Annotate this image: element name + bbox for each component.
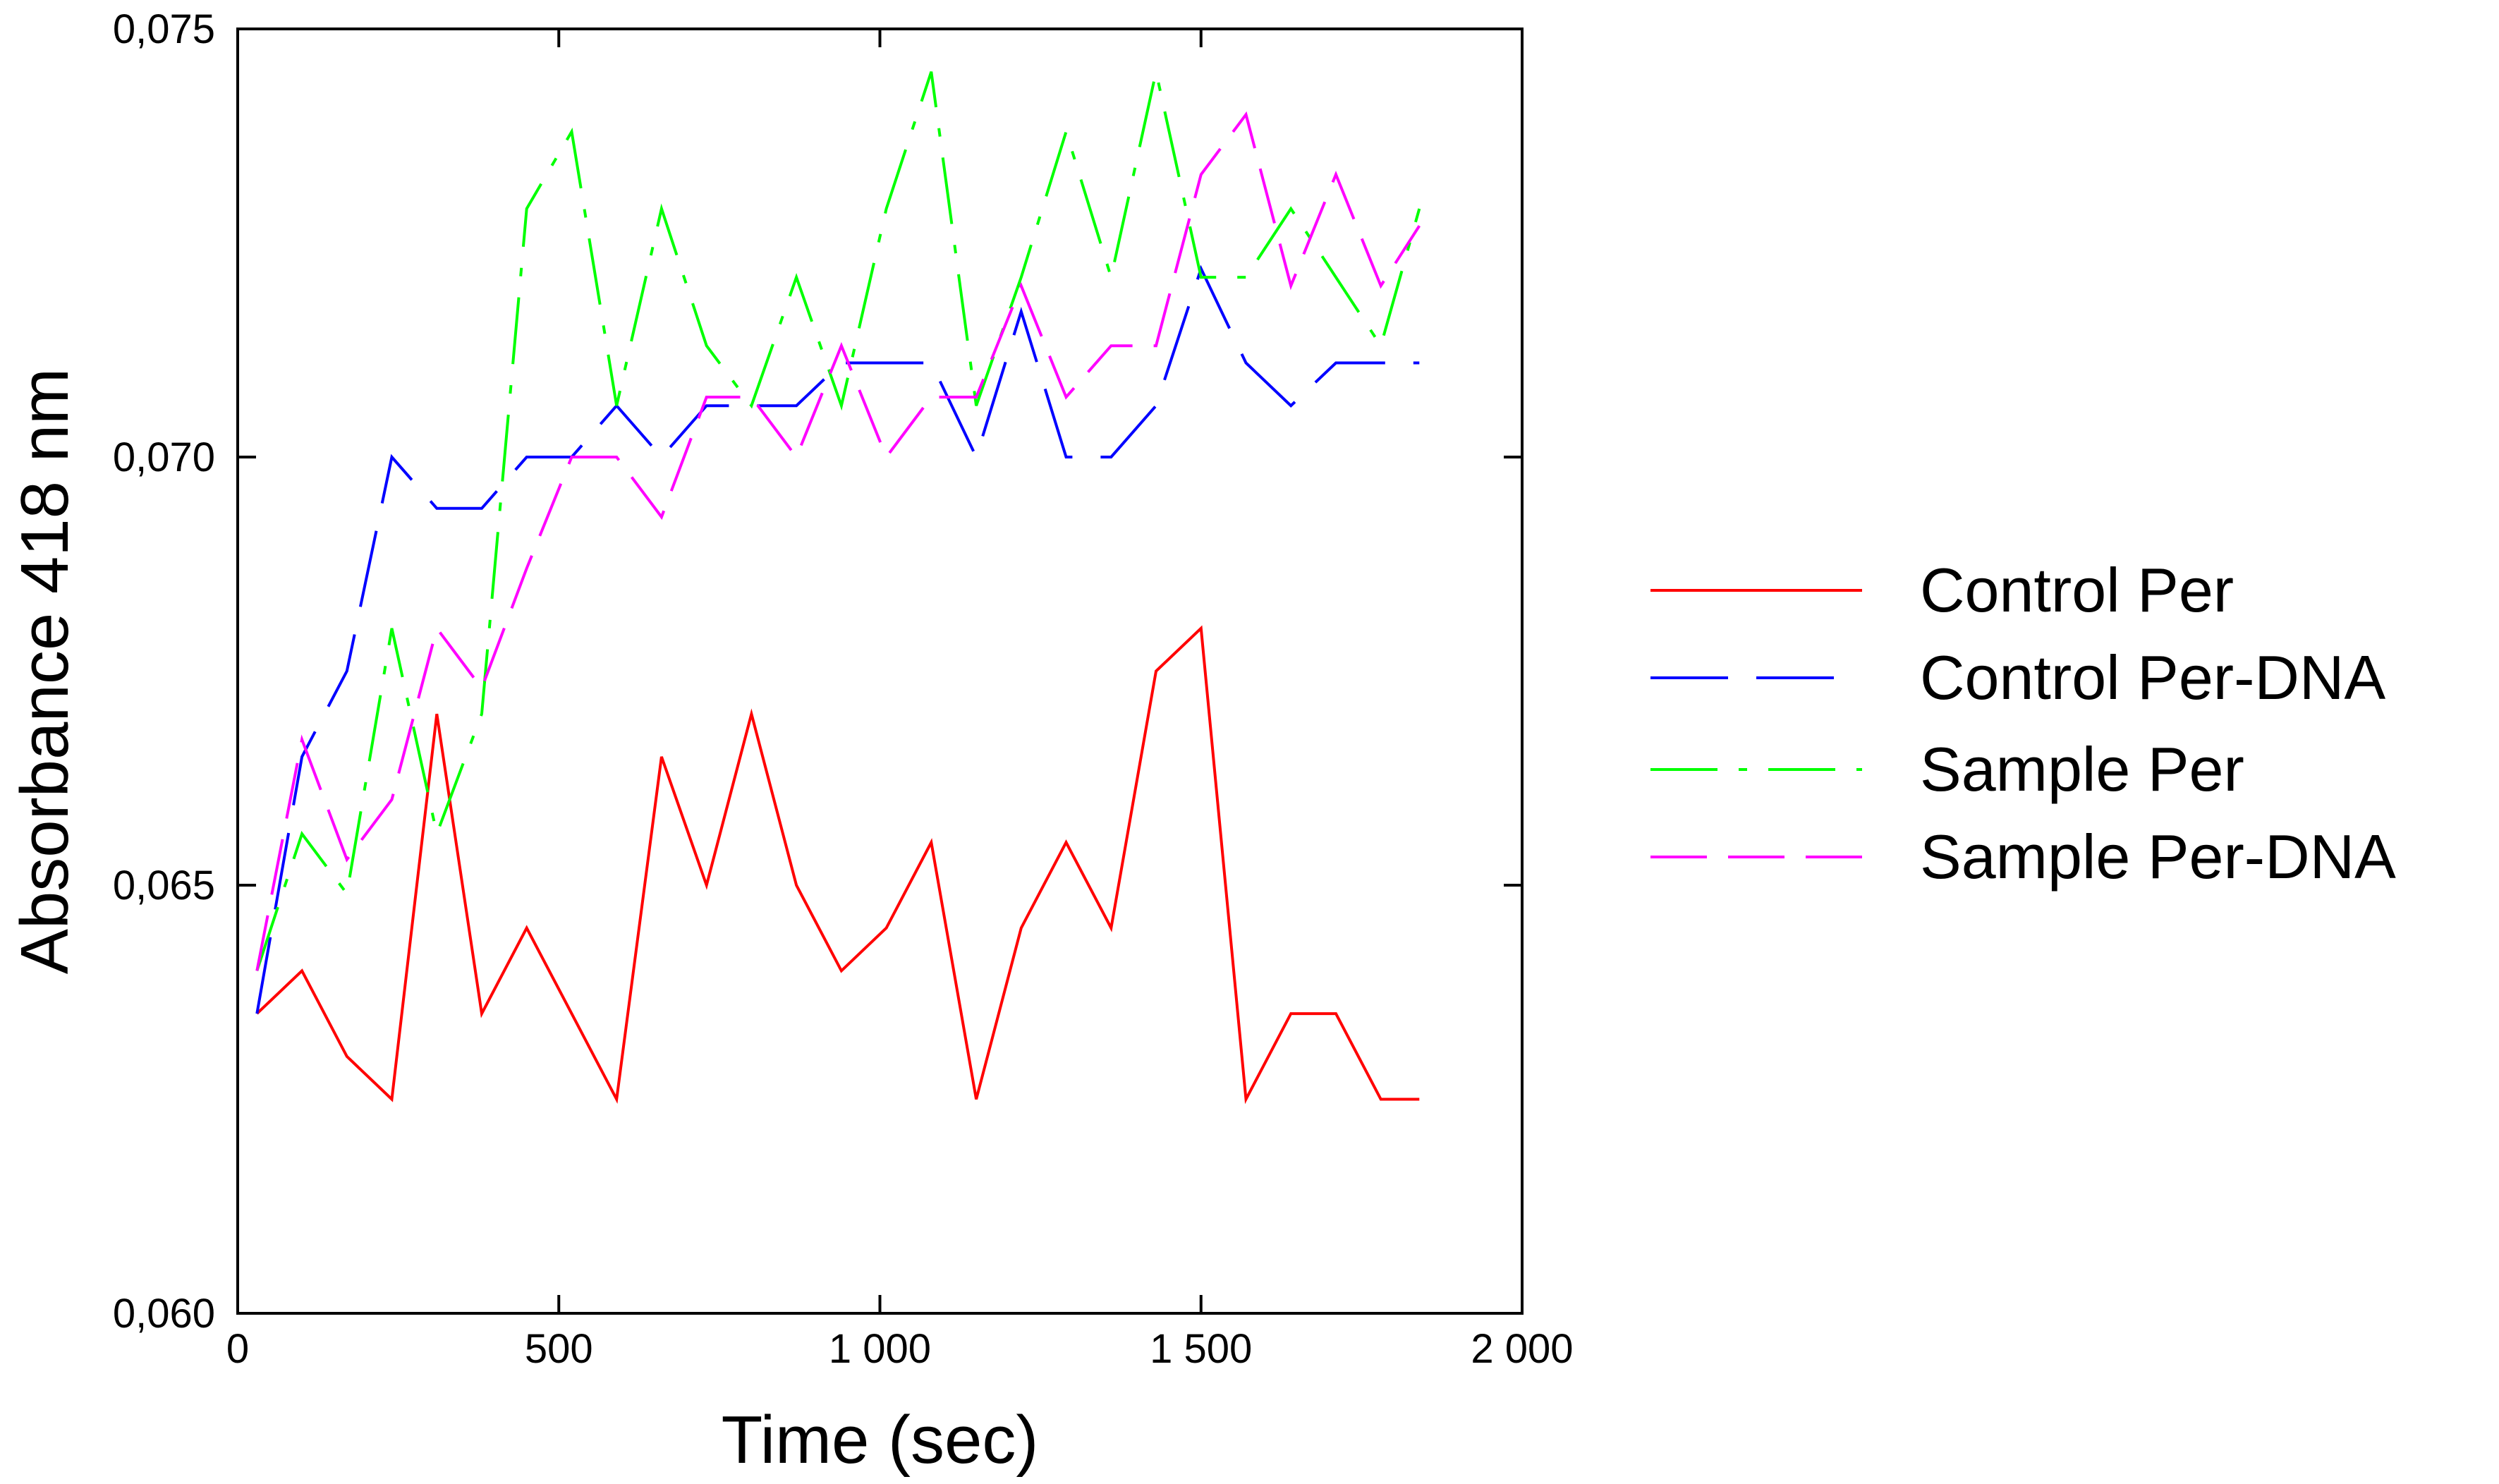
x-tick-label: 0 bbox=[226, 1326, 249, 1372]
legend-label-3: Sample Per bbox=[1920, 734, 2244, 804]
legend-label-2: Control Per-DNA bbox=[1920, 643, 2385, 712]
axes: 0 500 1 000 1 500 2 000 0,060 0,065 0,070 0,075 bbox=[113, 6, 1574, 1372]
legend-label-4: Sample Per-DNA bbox=[1920, 822, 2396, 892]
series-line-2 bbox=[255, 264, 1420, 1014]
series-line-3 bbox=[255, 71, 1421, 972]
x-tick-label: 1 000 bbox=[829, 1326, 931, 1372]
y-axis-title: Absorbance 418 nm bbox=[7, 368, 83, 974]
y-tick-label: 0,075 bbox=[113, 6, 215, 52]
plot-frame bbox=[236, 28, 1524, 1315]
x-tick-label: 2 000 bbox=[1471, 1326, 1573, 1372]
x-tick-label: 500 bbox=[525, 1326, 593, 1372]
legend: Control Per Control Per-DNA Sample Per Samp… bbox=[1650, 555, 2396, 892]
legend-label-1: Control Per bbox=[1920, 555, 2234, 625]
y-tick-label: 0,060 bbox=[113, 1291, 215, 1337]
y-tick-label: 0,065 bbox=[113, 863, 215, 908]
plot-area bbox=[255, 71, 1421, 1105]
x-tick-label: 1 500 bbox=[1150, 1326, 1252, 1372]
x-axis-title: Time (sec) bbox=[722, 1402, 1039, 1478]
series-line-1 bbox=[255, 625, 1420, 1105]
series-line-4 bbox=[255, 111, 1421, 971]
y-tick-label: 0,070 bbox=[113, 434, 215, 480]
